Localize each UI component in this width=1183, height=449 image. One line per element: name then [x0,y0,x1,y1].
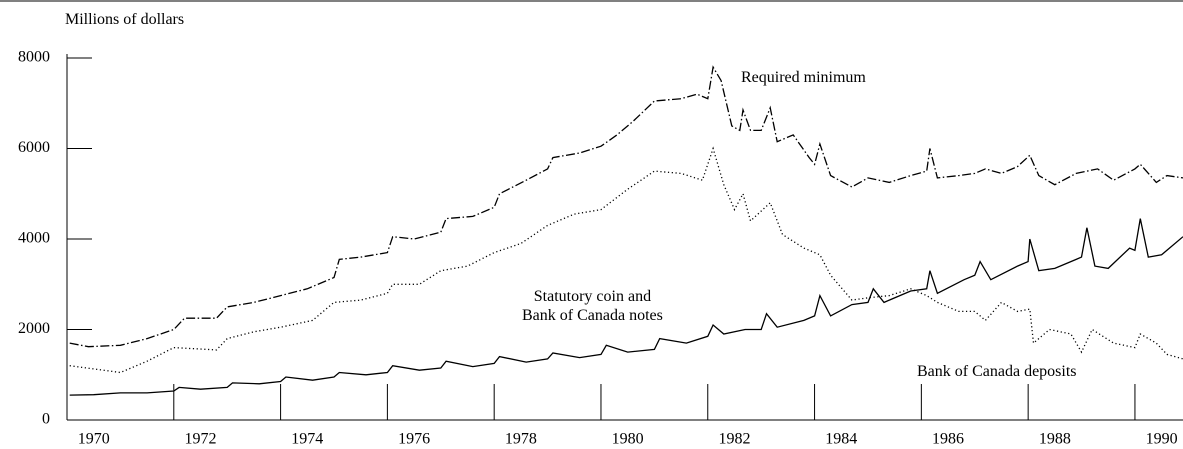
series-label: Bank of Canada deposits [917,363,1077,380]
series-label: Statutory coin and Bank of Canada notes [522,288,663,324]
x-tick-label: 1980 [612,431,644,448]
series-line [69,218,1183,396]
y-tick-label: 6000 [18,139,50,156]
series-label: Required minimum [741,69,866,86]
x-tick-label: 1970 [78,431,110,448]
x-tick-label: 1990 [1146,431,1178,448]
x-tick-label: 1982 [718,431,750,448]
y-tick-label: 2000 [18,320,50,337]
x-tick-label: 1974 [291,431,323,448]
x-tick-label: 1976 [398,431,430,448]
y-tick-label: 0 [42,411,50,428]
y-axis-label: Millions of dollars [65,11,185,28]
x-tick-label: 1986 [932,431,964,448]
x-tick-label: 1984 [825,431,857,448]
x-tick-label: 1972 [184,431,216,448]
series-line [69,146,1183,374]
x-tick-label: 1978 [505,431,537,448]
series-line [69,65,1183,348]
y-tick-label: 4000 [18,230,50,247]
x-tick-label: 1988 [1039,431,1071,448]
y-tick-label: 8000 [18,49,50,66]
